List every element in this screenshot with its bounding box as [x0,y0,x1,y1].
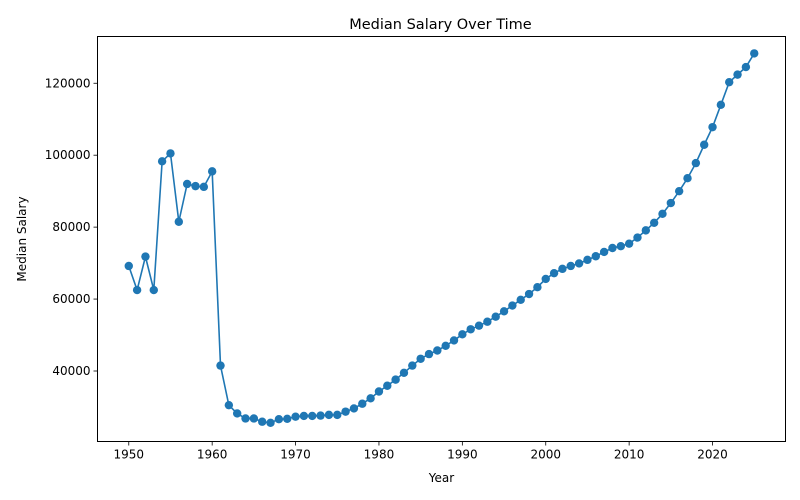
plot-frame [97,36,786,442]
x-tick-label: 1990 [447,448,478,462]
data-point [141,252,150,261]
data-point [199,182,209,192]
data-point [258,417,267,426]
data-point [483,317,492,326]
data-point [191,181,200,191]
data-point [591,252,600,261]
data-point [374,387,384,396]
chart-title: Median Salary Over Time [349,17,532,33]
data-point [232,409,242,418]
data-point [149,285,158,295]
data-point [699,140,709,149]
series-line [128,52,755,424]
data-point [658,209,667,219]
data-point [349,404,359,413]
data-point [283,414,292,424]
data-point [649,218,659,228]
data-point [416,354,425,363]
data-point [725,77,734,87]
data-point [174,217,184,226]
data-point [166,149,175,158]
series-points [124,49,759,427]
data-point [458,330,467,339]
data-point [474,321,484,330]
data-point [608,243,617,253]
data-point [216,361,225,370]
data-point [383,381,392,390]
data-point [316,411,325,420]
x-tick-label: 1970 [280,448,311,462]
data-point [683,174,692,183]
data-point [324,410,334,420]
data-point [566,261,575,271]
data-point [524,289,534,299]
data-point [616,241,625,251]
data-point [308,411,317,421]
data-point [449,336,459,345]
x-tick-label: 1950 [113,448,144,462]
x-axis: 1950 1960 1970 1980 1990 2000 2010 2020 [113,441,728,462]
data-point [633,233,642,242]
data-point [508,301,517,310]
data-point [666,198,676,208]
x-tick-label: 1960 [197,448,228,462]
data-point [249,414,259,423]
data-point [750,49,759,58]
data-point [399,368,409,377]
data-point [624,239,634,248]
data-point [132,285,142,295]
data-point [549,268,559,278]
x-tick-label: 2010 [614,448,645,462]
data-point [583,255,592,265]
data-point [424,349,434,359]
data-point [574,259,584,268]
data-point [266,418,275,427]
data-point [366,394,375,403]
data-point [691,158,701,168]
data-point [599,247,609,257]
data-point [441,341,450,351]
y-axis-label: Median Salary [15,196,29,281]
data-point [291,412,300,421]
data-point [408,361,417,370]
data-point [182,179,192,189]
data-point [516,295,525,304]
x-axis-label: Year [428,471,454,485]
data-point [433,346,442,355]
data-point [207,167,217,176]
data-point [708,122,717,132]
y-tick-label: 60000 [52,292,90,306]
data-point [499,307,509,316]
data-point [241,414,250,423]
y-tick-label: 40000 [52,364,90,378]
data-point [224,400,234,410]
y-tick-label: 80000 [52,220,90,234]
data-point [541,274,550,284]
data-point [466,325,475,334]
data-point [674,186,684,196]
x-tick-label: 2020 [697,448,728,462]
data-point [533,283,542,292]
data-point [491,312,500,321]
data-point [299,411,309,421]
data-point [558,264,567,274]
y-tick-label: 120000 [45,76,91,90]
data-point [716,100,726,110]
data-point [124,261,133,271]
data-point [733,70,742,79]
y-axis: 40000 60000 80000 100000 120000 [45,76,98,378]
data-point [341,407,350,416]
data-point [157,157,167,166]
x-tick-label: 1980 [364,448,395,462]
data-point [741,62,751,72]
data-point [358,399,367,408]
y-tick-label: 100000 [45,148,91,162]
x-tick-label: 2000 [530,448,561,462]
data-point [333,410,342,420]
data-point [274,415,284,424]
data-point [641,226,651,235]
data-point [391,375,400,384]
